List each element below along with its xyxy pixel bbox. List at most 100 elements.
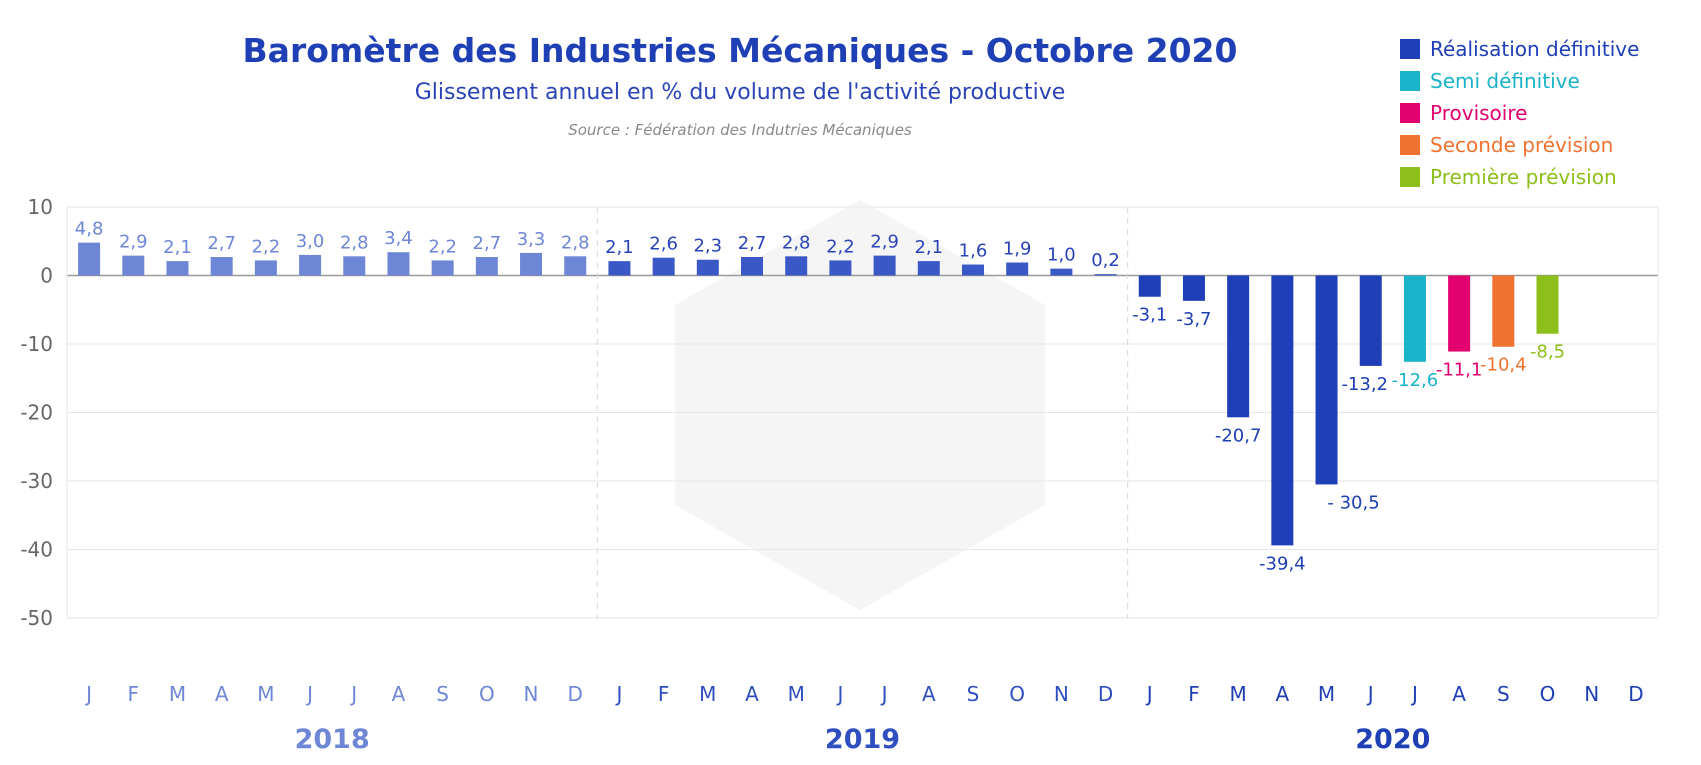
month-label: J bbox=[84, 682, 92, 706]
month-label: S bbox=[436, 682, 449, 706]
bar bbox=[1182, 275, 1205, 301]
month-label: A bbox=[1452, 682, 1466, 706]
data-label: 2,1 bbox=[605, 237, 634, 258]
month-label: A bbox=[922, 682, 936, 706]
month-label: F bbox=[658, 682, 670, 706]
bar bbox=[254, 260, 277, 276]
month-label: M bbox=[169, 682, 186, 706]
bar bbox=[1138, 275, 1161, 297]
data-label: -39,4 bbox=[1259, 553, 1306, 574]
data-label: 2,7 bbox=[473, 233, 502, 254]
month-label: O bbox=[1540, 682, 1556, 706]
month-label: N bbox=[1584, 682, 1599, 706]
bar bbox=[78, 242, 101, 276]
bars bbox=[78, 242, 1559, 546]
data-label: -3,1 bbox=[1132, 305, 1167, 326]
month-label: F bbox=[1188, 682, 1200, 706]
month-label: J bbox=[305, 682, 313, 706]
month-label: F bbox=[128, 682, 140, 706]
bar bbox=[1271, 275, 1294, 546]
month-label: A bbox=[745, 682, 759, 706]
y-tick-label: -20 bbox=[20, 401, 53, 425]
bar bbox=[1359, 275, 1382, 366]
data-label: -3,7 bbox=[1176, 309, 1211, 330]
bar bbox=[1050, 268, 1073, 276]
month-label: M bbox=[1230, 682, 1247, 706]
month-label: O bbox=[479, 682, 495, 706]
data-label: 0,2 bbox=[1091, 250, 1120, 271]
bar bbox=[166, 261, 189, 276]
data-label: 2,1 bbox=[914, 237, 943, 258]
legend-swatch bbox=[1400, 167, 1420, 187]
bar bbox=[741, 257, 764, 276]
month-label: S bbox=[967, 682, 980, 706]
y-tick-label: -30 bbox=[20, 469, 53, 493]
year-label: 2018 bbox=[295, 724, 370, 755]
bar bbox=[652, 257, 675, 276]
bar bbox=[961, 264, 984, 276]
data-label: 2,7 bbox=[738, 233, 767, 254]
data-label: 1,9 bbox=[1003, 238, 1032, 259]
data-label: 2,3 bbox=[693, 236, 722, 257]
gridlines bbox=[66, 206, 1659, 619]
y-tick-label: -50 bbox=[20, 606, 53, 630]
legend-item-label: Semi définitive bbox=[1430, 69, 1580, 93]
x-axis: J F M A M J J A S O N D 2018 J F M A M J J A S O N D 2019 J F M A M J J A… bbox=[84, 682, 1643, 755]
legend-item-label: Provisoire bbox=[1430, 101, 1527, 125]
data-label: - 30,5 bbox=[1327, 492, 1379, 513]
month-label: J bbox=[1410, 682, 1418, 706]
bar bbox=[829, 260, 852, 276]
legend-swatch bbox=[1400, 39, 1420, 59]
legend-item-label: Réalisation définitive bbox=[1430, 37, 1639, 61]
year-label: 2020 bbox=[1355, 724, 1430, 755]
data-label: 4,8 bbox=[75, 219, 104, 240]
month-label: D bbox=[1098, 682, 1113, 706]
month-label: D bbox=[568, 682, 583, 706]
data-label: 2,2 bbox=[252, 236, 281, 257]
data-label: 2,2 bbox=[428, 236, 457, 257]
month-label: M bbox=[1318, 682, 1335, 706]
bar bbox=[343, 256, 366, 276]
month-label: J bbox=[880, 682, 888, 706]
data-label: 1,6 bbox=[959, 241, 988, 262]
year-label: 2019 bbox=[825, 724, 900, 755]
data-label: 2,8 bbox=[340, 232, 369, 253]
bar bbox=[122, 255, 145, 276]
data-label: 2,7 bbox=[207, 233, 236, 254]
data-label: 3,3 bbox=[517, 229, 546, 250]
data-label: -12,6 bbox=[1392, 370, 1439, 391]
bar bbox=[1006, 262, 1029, 276]
bar bbox=[1536, 275, 1559, 334]
month-label: J bbox=[614, 682, 622, 706]
bar bbox=[475, 257, 498, 276]
bar bbox=[1315, 275, 1338, 485]
month-label: J bbox=[349, 682, 357, 706]
bar bbox=[785, 256, 808, 276]
month-label: O bbox=[1009, 682, 1025, 706]
data-label: 3,4 bbox=[384, 228, 413, 249]
bar bbox=[1094, 274, 1117, 276]
month-label: A bbox=[392, 682, 406, 706]
y-tick-label: -10 bbox=[20, 332, 53, 356]
y-axis: 10 0 -10 -20 -30 -40 -50 bbox=[20, 195, 53, 630]
data-label: 2,9 bbox=[119, 232, 148, 253]
bar bbox=[873, 255, 896, 276]
month-label: N bbox=[524, 682, 539, 706]
legend-swatch bbox=[1400, 135, 1420, 155]
month-label: A bbox=[1276, 682, 1290, 706]
data-label: 2,2 bbox=[826, 236, 855, 257]
bar bbox=[299, 254, 322, 276]
data-label: 2,8 bbox=[561, 232, 590, 253]
bar bbox=[1492, 275, 1515, 347]
data-label: -10,4 bbox=[1480, 355, 1527, 376]
month-label: M bbox=[257, 682, 274, 706]
data-label: 3,0 bbox=[296, 231, 325, 252]
legend-item-label: Première prévision bbox=[1430, 165, 1617, 189]
legend-swatch bbox=[1400, 103, 1420, 123]
bar bbox=[210, 257, 233, 276]
watermark-logo bbox=[675, 200, 1045, 610]
bar bbox=[696, 259, 719, 276]
month-label: M bbox=[788, 682, 805, 706]
data-label: -13,2 bbox=[1341, 374, 1388, 395]
